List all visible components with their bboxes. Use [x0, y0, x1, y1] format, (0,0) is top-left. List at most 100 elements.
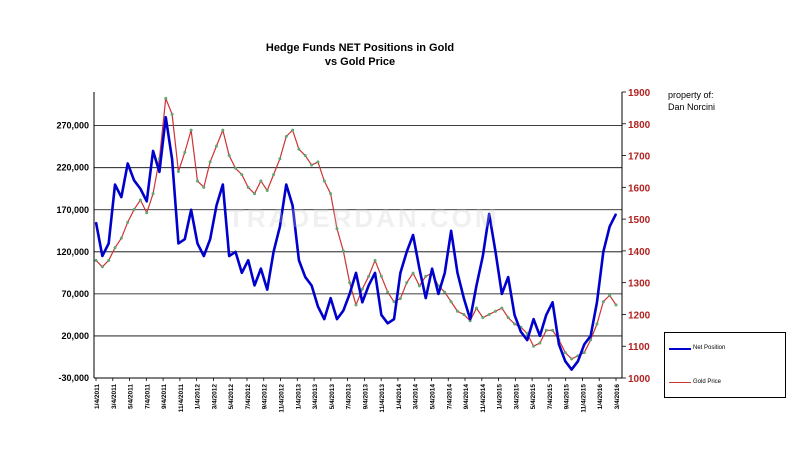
- x-tick-label: 11/4/2015: [580, 384, 587, 413]
- net-position-point: [291, 204, 294, 207]
- gold-price-point: [601, 300, 605, 304]
- gold-price-point: [246, 185, 250, 189]
- right-tick-label: 1400: [628, 247, 651, 258]
- right-tick-label: 1700: [628, 152, 651, 163]
- gold-price-point: [405, 281, 409, 285]
- gold-price-point: [386, 290, 390, 294]
- gold-price-point: [183, 150, 187, 154]
- net-position-point: [95, 221, 97, 223]
- gold-price-point: [145, 211, 149, 215]
- gold-price-point: [291, 128, 295, 132]
- net-position-point: [158, 171, 161, 173]
- x-tick-label: 3/4/2011: [111, 384, 118, 409]
- x-tick-label: 3/4/2013: [312, 384, 319, 410]
- net-position-point: [266, 289, 268, 291]
- net-position-point: [571, 368, 573, 371]
- legend: Net Position Gold Price: [664, 332, 786, 398]
- net-position-point: [374, 272, 376, 274]
- net-position-point: [520, 331, 522, 333]
- net-position-point: [165, 116, 167, 118]
- x-tick-label: 1/4/2012: [195, 384, 202, 410]
- gold-price-point: [500, 306, 504, 310]
- chart-title: Hedge Funds NET Positions in Gold: [265, 42, 455, 54]
- right-tick-label: 1100: [628, 342, 650, 353]
- gold-price-point: [164, 96, 168, 100]
- credit-line-2: Dan Norcini: [668, 102, 716, 112]
- left-axis-ticks: -30,000 20,000 70,000 120,000 170,000 220,000…: [56, 121, 89, 383]
- x-tick-label: 5/4/2011: [128, 384, 135, 409]
- x-tick-label: 7/4/2011: [144, 384, 151, 409]
- gold-price-point: [227, 154, 231, 158]
- x-tick-label: 7/4/2012: [245, 384, 252, 410]
- gold-price-point: [221, 128, 225, 132]
- gold-price-point: [563, 351, 567, 355]
- net-position-point: [583, 343, 585, 345]
- gold-price-point: [354, 303, 358, 307]
- left-tick-label: 170,000: [56, 205, 89, 215]
- gold-price-point: [132, 208, 136, 212]
- gold-price-point: [195, 179, 199, 183]
- left-tick-label: 70,000: [61, 289, 89, 299]
- gold-price-point: [417, 284, 421, 288]
- gridlines: [94, 125, 622, 379]
- net-position-point: [513, 314, 516, 316]
- gold-price-point: [100, 265, 104, 269]
- gold-price-point: [119, 236, 123, 240]
- gold-price-point: [265, 189, 269, 193]
- gold-price-point: [449, 300, 453, 304]
- x-axis-ticks: 1/4/2011 3/4/2011 5/4/2011 7/4/2011 9/4/2011…: [94, 378, 621, 413]
- x-tick-label: 3/4/2012: [211, 384, 218, 410]
- gold-price-point: [481, 316, 485, 320]
- gold-price-point: [189, 128, 193, 132]
- right-axis-ticks: 1000 1100 1200 1300 1400 1500 1600 1700 1800 1900: [622, 88, 651, 385]
- net-position-point: [545, 314, 547, 316]
- net-position-point: [482, 255, 484, 257]
- x-tick-label: 1/4/2015: [497, 384, 504, 410]
- net-position-point: [247, 259, 249, 261]
- gold-price-point: [284, 134, 288, 138]
- net-position-point: [203, 255, 205, 257]
- net-position-point: [260, 268, 262, 270]
- x-tick-label: 7/4/2015: [547, 384, 554, 410]
- gold-price-point: [176, 169, 180, 173]
- x-tick-label: 5/4/2012: [228, 384, 235, 410]
- net-position-point: [412, 234, 414, 236]
- x-tick-label: 3/4/2015: [513, 384, 520, 410]
- net-position-point: [323, 318, 325, 320]
- gold-price-point: [506, 316, 510, 320]
- gold-price-point: [608, 293, 612, 297]
- right-tick-label: 1300: [628, 279, 651, 290]
- net-position-point: [602, 251, 604, 253]
- gold-price-point: [316, 160, 320, 164]
- net-position-point: [361, 301, 363, 303]
- net-position-point: [526, 339, 528, 341]
- left-tick-label: -30,000: [58, 373, 89, 383]
- net-position-point: [215, 204, 218, 207]
- x-tick-label: 5/4/2015: [530, 384, 537, 410]
- gold-price-point: [570, 357, 574, 361]
- net-position-point: [393, 318, 395, 320]
- net-position-point: [317, 305, 319, 308]
- gold-price-point: [538, 341, 542, 345]
- gold-price-point: [360, 287, 364, 291]
- x-tick-label: 3/4/2016: [614, 384, 621, 410]
- chart-subtitle: vs Gold Price: [324, 56, 396, 68]
- net-position-point: [596, 301, 598, 303]
- net-position-point: [222, 183, 224, 186]
- right-tick-label: 1800: [628, 120, 651, 131]
- net-position-point: [609, 225, 611, 228]
- right-tick-label: 1000: [628, 374, 651, 385]
- x-tick-label: 5/4/2013: [329, 384, 336, 410]
- net-position-point: [425, 297, 427, 299]
- right-tick-label: 1200: [628, 310, 651, 321]
- gold-price-point: [455, 309, 459, 313]
- x-tick-label: 11/4/2014: [480, 384, 487, 413]
- x-tick-label: 9/4/2013: [362, 384, 369, 410]
- gold-price-point: [532, 344, 536, 348]
- net-position-point: [507, 276, 509, 278]
- gold-price-point: [202, 185, 206, 189]
- net-position-point: [139, 188, 141, 190]
- net-position-point: [228, 255, 230, 257]
- net-position-point: [298, 259, 300, 261]
- net-position-point: [184, 238, 186, 240]
